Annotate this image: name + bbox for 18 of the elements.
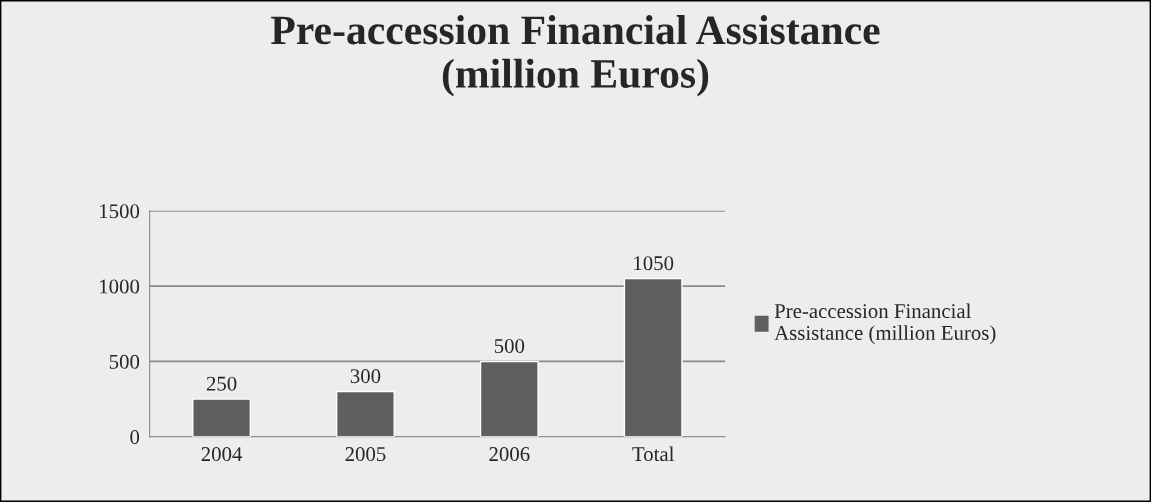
data-label: 1050 xyxy=(634,256,674,271)
y-tick-label: 1500 xyxy=(100,204,140,219)
bar xyxy=(192,398,252,437)
y-tick-label: 1000 xyxy=(100,279,140,294)
x-tick-label: Total xyxy=(632,446,675,462)
bar xyxy=(335,390,395,437)
x-tick-label: 2005 xyxy=(345,447,386,462)
y-tick-label: 0 xyxy=(130,430,140,445)
legend-label: Pre-accession Financial Assistance (million Euros) xyxy=(774,303,996,345)
x-tick-label: 2004 xyxy=(201,447,243,462)
data-label: 500 xyxy=(494,338,525,354)
bar xyxy=(623,277,683,437)
chart-title: Pre-accession Financial Assistance (million Euros) xyxy=(271,15,880,97)
data-label: 300 xyxy=(350,369,381,384)
y-tick-label: 500 xyxy=(109,354,140,369)
x-tick-label: 2006 xyxy=(489,447,530,462)
bar xyxy=(479,360,539,437)
data-label: 250 xyxy=(206,376,237,391)
